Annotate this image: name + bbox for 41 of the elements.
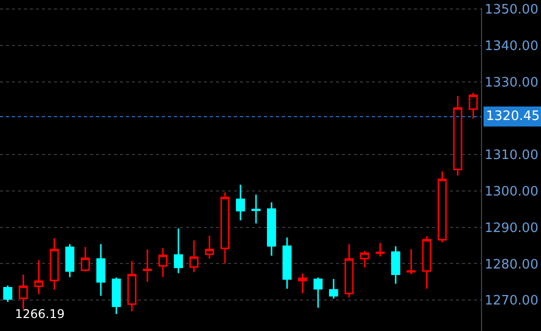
candlestick	[174, 228, 183, 274]
candlestick	[96, 243, 106, 296]
y-tick-label: 1270.00	[484, 294, 538, 309]
candlestick	[406, 248, 416, 276]
candlestick	[422, 236, 432, 290]
ref-line-label: 1320.45	[486, 109, 540, 124]
y-tick-label: 1330.00	[484, 75, 538, 90]
candlestick	[220, 192, 230, 264]
candlestick	[376, 242, 385, 258]
candlestick	[127, 260, 136, 312]
candlestick	[251, 194, 261, 224]
y-tick-label: 1340.00	[484, 39, 538, 54]
candlestick	[34, 259, 44, 296]
y-tick-label: 1310.00	[484, 148, 538, 164]
candlestick	[298, 272, 308, 294]
candlestick	[142, 248, 152, 283]
candlestick	[453, 95, 462, 176]
candlestick	[18, 274, 28, 310]
candlestick	[204, 234, 214, 260]
candlestick	[65, 243, 74, 278]
candlestick	[189, 240, 198, 273]
candlestick	[329, 278, 338, 300]
candlestick	[236, 184, 246, 222]
candlestick	[282, 236, 292, 290]
candlestick	[50, 238, 59, 290]
candlestick	[3, 284, 12, 303]
candlestick	[314, 276, 323, 308]
y-tick-label: 1300.00	[484, 184, 538, 200]
y-tick-label: 1350.00	[484, 2, 538, 18]
candlestick	[80, 246, 90, 272]
y-tick-label: 1290.00	[484, 220, 538, 236]
candlestick	[438, 170, 447, 243]
candlestick	[391, 246, 400, 284]
y-tick-label: 1280.00	[484, 257, 538, 272]
annotation: 1266.19	[15, 307, 65, 321]
candlestick	[360, 250, 370, 268]
candlestick	[266, 201, 276, 256]
candlestick	[344, 243, 354, 298]
candlestick	[112, 276, 121, 315]
candlestick	[468, 92, 478, 120]
candlestick	[158, 247, 168, 278]
